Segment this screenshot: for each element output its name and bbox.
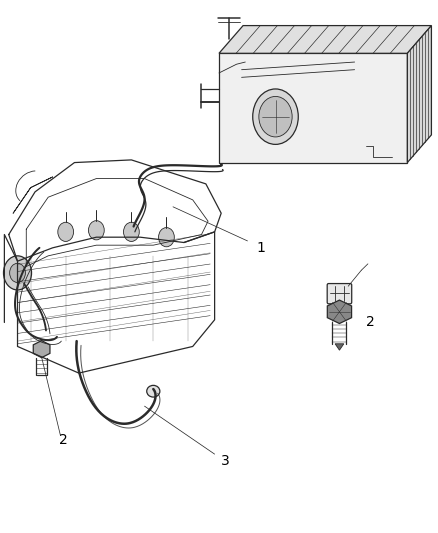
Circle shape xyxy=(159,228,174,247)
Polygon shape xyxy=(33,341,50,358)
Circle shape xyxy=(58,222,74,241)
Text: 1: 1 xyxy=(256,241,265,255)
Circle shape xyxy=(253,89,298,144)
Polygon shape xyxy=(335,344,344,350)
Polygon shape xyxy=(407,26,431,163)
Text: 3: 3 xyxy=(221,454,230,468)
Circle shape xyxy=(124,222,139,241)
Text: 2: 2 xyxy=(366,316,374,329)
Circle shape xyxy=(10,263,25,282)
Circle shape xyxy=(4,256,32,290)
Ellipse shape xyxy=(147,385,160,397)
Circle shape xyxy=(88,221,104,240)
Circle shape xyxy=(259,96,292,137)
Polygon shape xyxy=(327,300,352,324)
Polygon shape xyxy=(219,26,431,53)
Text: 2: 2 xyxy=(59,433,68,447)
Polygon shape xyxy=(219,53,407,163)
FancyBboxPatch shape xyxy=(327,284,352,304)
